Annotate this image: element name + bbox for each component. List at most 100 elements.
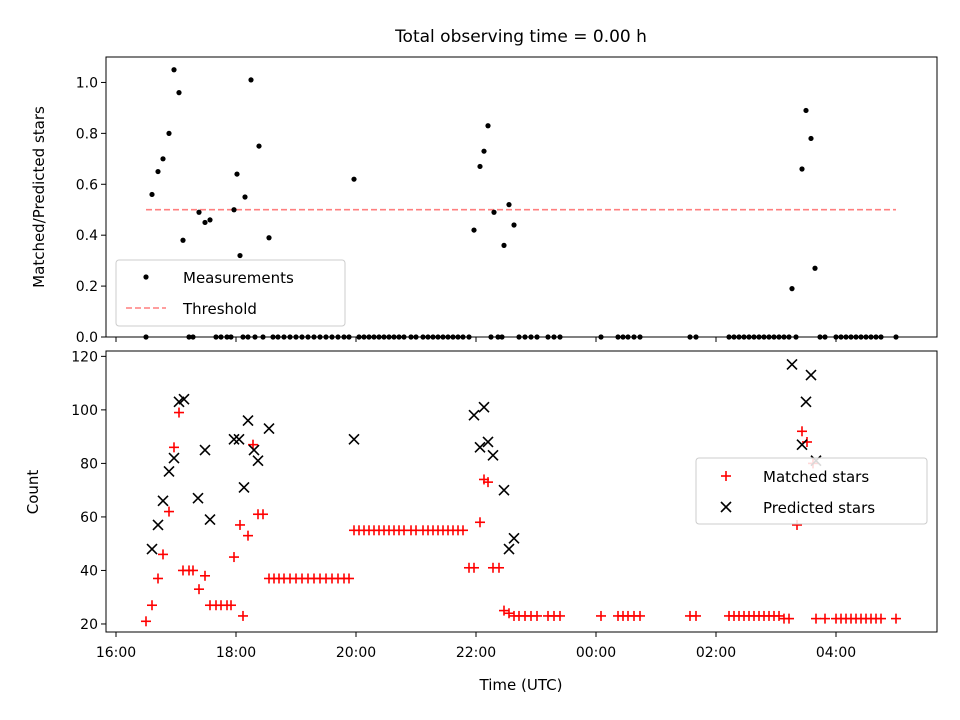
measurement-point bbox=[176, 90, 182, 96]
y-tick-label: 80 bbox=[80, 456, 98, 472]
predicted-star-point bbox=[498, 484, 510, 496]
predicted-star-point bbox=[233, 433, 245, 445]
predicted-star-point bbox=[796, 439, 808, 451]
predicted-star-point bbox=[805, 369, 817, 381]
measurement-point bbox=[351, 176, 357, 182]
predicted-star-point bbox=[252, 455, 264, 467]
measurement-point bbox=[471, 227, 477, 233]
cross-b bbox=[503, 543, 515, 555]
cross-b bbox=[146, 543, 158, 555]
predicted-star-point bbox=[478, 401, 490, 413]
predicted-star-point bbox=[242, 415, 254, 427]
predicted-star-point bbox=[157, 495, 169, 507]
y-tick-label: 0.2 bbox=[76, 279, 98, 295]
matched-star-point bbox=[469, 562, 479, 573]
matched-star-point bbox=[494, 562, 504, 573]
cross-b bbox=[468, 409, 480, 421]
y-tick-label: 60 bbox=[80, 510, 98, 526]
y-tick-label: 1.0 bbox=[76, 75, 98, 91]
cross-b bbox=[263, 423, 275, 435]
matched-star-point bbox=[188, 565, 198, 576]
cross-b bbox=[242, 415, 254, 427]
matched-star-point bbox=[876, 613, 886, 624]
predicted-star-point bbox=[508, 532, 520, 544]
cross-b bbox=[800, 396, 812, 408]
legend-box bbox=[695, 457, 928, 525]
y-tick-label: 0.6 bbox=[76, 177, 98, 193]
measurement-point bbox=[511, 222, 517, 228]
matched-star-point bbox=[238, 610, 248, 621]
predicted-star-point bbox=[204, 514, 216, 526]
matched-star-point bbox=[153, 573, 163, 584]
matched-star-point bbox=[475, 517, 485, 528]
measurement-point bbox=[506, 202, 512, 208]
measurement-point bbox=[196, 209, 202, 215]
matched-star-point bbox=[891, 613, 901, 624]
cross-b bbox=[152, 519, 164, 531]
legend-threshold-label: Threshold bbox=[182, 300, 257, 318]
cross-b bbox=[498, 484, 510, 496]
matched-star-point bbox=[226, 600, 236, 611]
measurement-point bbox=[491, 209, 497, 215]
cross-b bbox=[157, 495, 169, 507]
matched-star-point bbox=[258, 509, 268, 520]
x-tick-label: 04:00 bbox=[816, 645, 856, 661]
cross-b bbox=[228, 433, 240, 445]
cross-b bbox=[199, 444, 211, 456]
legend-predicted-label: Predicted stars bbox=[763, 499, 875, 517]
predicted-star-point bbox=[248, 444, 260, 456]
cross-b bbox=[163, 465, 175, 477]
cross-b bbox=[487, 449, 499, 461]
matched-star-point bbox=[200, 570, 210, 581]
matched-star-point bbox=[797, 426, 807, 437]
measurement-point bbox=[160, 156, 166, 162]
matched-star-point bbox=[141, 616, 151, 627]
x-tick-label: 16:00 bbox=[96, 645, 136, 661]
measurement-point bbox=[231, 207, 237, 213]
predicted-star-point bbox=[168, 452, 180, 464]
x-tick-label: 02:00 bbox=[696, 645, 736, 661]
y-tick-label: 0.8 bbox=[76, 126, 98, 142]
measurement-point bbox=[501, 242, 507, 248]
matched-star-point bbox=[483, 477, 493, 488]
cross-b bbox=[233, 433, 245, 445]
cross-b bbox=[805, 369, 817, 381]
y-tick-label: 0.0 bbox=[76, 330, 98, 346]
matched-star-point bbox=[499, 605, 509, 616]
legend-measurements-label: Measurements bbox=[183, 269, 294, 287]
top-legend: Measurements Threshold bbox=[115, 259, 346, 327]
top-y-axis-label: Matched/Predicted stars bbox=[30, 106, 48, 288]
top-plot-marks bbox=[143, 67, 899, 340]
measurement-point bbox=[202, 219, 208, 226]
predicted-star-point bbox=[178, 393, 190, 405]
legend-measurements-marker bbox=[143, 274, 149, 280]
matched-star-point bbox=[784, 613, 794, 624]
x-tick-label: 20:00 bbox=[336, 645, 376, 661]
matched-star-point bbox=[169, 442, 179, 453]
y-tick-label: 20 bbox=[80, 617, 98, 633]
predicted-star-point bbox=[263, 423, 275, 435]
top-y-ticks: 0.0 0.2 0.4 0.6 0.8 1.0 bbox=[76, 75, 106, 346]
bottom-plot-marks bbox=[141, 358, 901, 627]
y-tick-label: 40 bbox=[80, 563, 98, 579]
measurement-point bbox=[485, 123, 491, 129]
predicted-star-point bbox=[503, 543, 515, 555]
cross-b bbox=[474, 441, 486, 453]
top-chart-title: Total observing time = 0.00 h bbox=[394, 27, 647, 47]
cross-b bbox=[478, 401, 490, 413]
predicted-star-point bbox=[348, 433, 360, 445]
measurement-point bbox=[155, 168, 161, 175]
measurement-point bbox=[266, 235, 272, 241]
cross-b bbox=[796, 439, 808, 451]
matched-star-point bbox=[532, 610, 542, 621]
cross-b bbox=[178, 393, 190, 405]
predicted-star-point bbox=[146, 543, 158, 555]
matched-star-point bbox=[635, 610, 645, 621]
predicted-star-point bbox=[199, 444, 211, 456]
bottom-y-ticks: 20 40 60 80 100 120 bbox=[71, 349, 106, 633]
predicted-star-point bbox=[474, 441, 486, 453]
measurement-point bbox=[812, 265, 818, 271]
cross-b bbox=[348, 433, 360, 445]
cross-b bbox=[786, 358, 798, 370]
measurement-point bbox=[166, 130, 172, 136]
